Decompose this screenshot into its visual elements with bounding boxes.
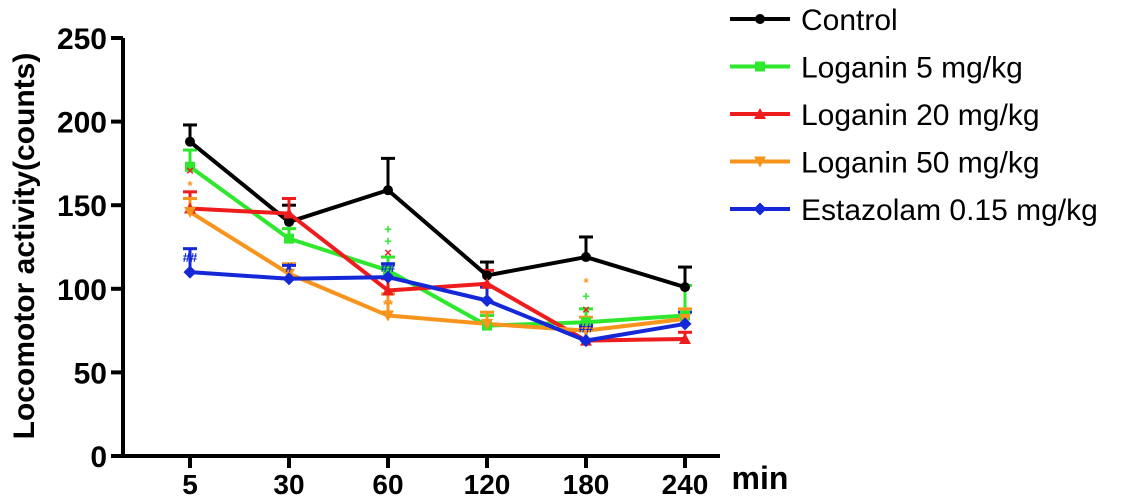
significance-mark: +	[384, 222, 392, 237]
series-lines	[188, 140, 686, 343]
series-5-point	[480, 294, 494, 308]
significance-mark: ×	[582, 302, 590, 317]
legend-swatch-marker	[753, 202, 767, 216]
significance-mark: ##	[381, 260, 396, 275]
legend-label: Estazolam 0.15 mg/kg	[801, 194, 1098, 227]
series-2-point	[185, 161, 195, 172]
series-4-line	[188, 210, 686, 333]
axes: 0 50 100 150 200 250 5 30 60 120 180 240	[57, 23, 720, 499]
y-tick-label: 50	[74, 357, 107, 390]
series-4-point	[481, 318, 493, 330]
series-2-point	[581, 317, 591, 328]
legend: Control Loganin 5 mg/kg Loganin 20 mg/kg Lo…	[730, 4, 1098, 227]
series-4-point	[382, 310, 394, 322]
series-2-point	[383, 265, 393, 276]
y-tick-label: 250	[57, 23, 107, 56]
series-5-point	[678, 317, 692, 331]
series-5-point	[183, 265, 197, 279]
x-tick-label: 5	[182, 469, 198, 499]
significance-mark: ×	[186, 163, 194, 178]
series-2-line	[188, 165, 686, 328]
series-4-point	[580, 325, 592, 337]
legend-swatch-marker	[755, 61, 765, 72]
series-1-point	[482, 270, 492, 281]
series-3-point	[283, 207, 295, 219]
legend-item: Loganin 5 mg/kg	[730, 52, 1023, 85]
series-1-point	[680, 282, 690, 293]
series-5-point	[381, 270, 395, 284]
x-tick-label: 240	[662, 469, 709, 499]
series-1-point	[185, 136, 195, 147]
x-axis-unit-label: min	[732, 460, 789, 496]
series-5-point	[579, 334, 593, 348]
series-2-point	[284, 233, 294, 244]
legend-label: Loganin 5 mg/kg	[801, 52, 1023, 85]
x-tick-label: 120	[464, 469, 511, 499]
significance-mark: +	[384, 233, 392, 248]
significance-mark: ##	[183, 250, 198, 265]
significance-mark: +	[582, 288, 590, 303]
x-tick-label: 60	[372, 469, 403, 499]
series-1-point	[284, 216, 294, 227]
significance-mark: *	[583, 275, 589, 290]
y-axis-label: Locomotor activity(counts)	[8, 53, 41, 440]
legend-swatch-marker	[754, 156, 766, 168]
x-tick-label: 30	[273, 469, 304, 499]
legend-swatch-marker	[755, 14, 765, 24]
legend-item: Estazolam 0.15 mg/kg	[730, 194, 1098, 227]
series-3-point	[481, 277, 493, 289]
series-1-point	[383, 185, 393, 196]
y-tick-label: 100	[57, 274, 107, 307]
significance-mark: *	[187, 178, 193, 193]
y-tick-label: 0	[90, 441, 107, 474]
significance-annotations: ×*###++×##***+×##	[183, 163, 594, 335]
legend-label: Loganin 20 mg/kg	[801, 99, 1040, 132]
x-tick-label: 180	[563, 469, 610, 499]
significance-mark: #	[285, 260, 293, 275]
series-markers	[183, 136, 692, 348]
significance-mark: **	[383, 297, 394, 312]
y-tick-label: 150	[57, 190, 107, 223]
series-1-line	[188, 140, 686, 290]
legend-item: Loganin 50 mg/kg	[730, 147, 1040, 180]
legend-item: Loganin 20 mg/kg	[730, 99, 1040, 132]
significance-mark: ×	[384, 245, 392, 260]
series-4-point	[184, 206, 196, 218]
series-3-point	[679, 332, 691, 344]
legend-label: Loganin 50 mg/kg	[801, 147, 1040, 180]
series-3-point	[382, 284, 394, 296]
series-1-point	[581, 252, 591, 263]
legend-swatch-marker	[754, 108, 766, 119]
series-5-point	[282, 272, 296, 286]
legend-label: Control	[801, 4, 898, 37]
legend-item: Control	[730, 4, 898, 37]
series-5-line	[189, 270, 686, 343]
significance-mark: ##	[579, 320, 594, 335]
y-tick-label: 200	[57, 107, 107, 140]
